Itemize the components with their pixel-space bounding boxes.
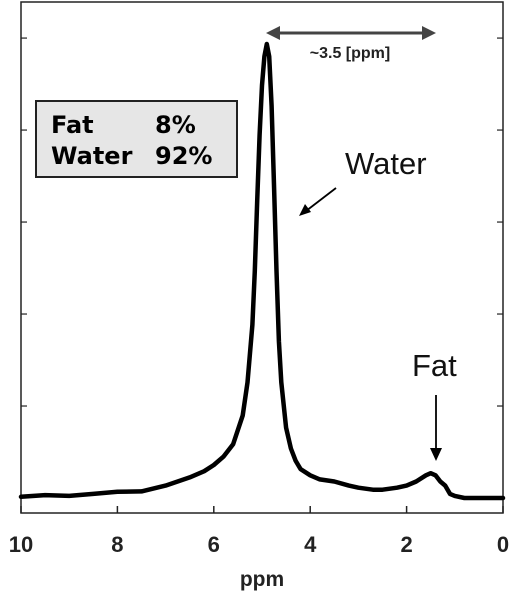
legend-fat-name: Fat bbox=[51, 111, 94, 139]
x-tick-label-8: 8 bbox=[111, 532, 123, 557]
x-tick-label-0: 0 bbox=[497, 532, 509, 557]
x-tick-label-2: 2 bbox=[400, 532, 412, 557]
spectrum-line bbox=[18, 41, 506, 501]
x-tick-label-6: 6 bbox=[208, 532, 220, 557]
legend-water-name: Water bbox=[51, 142, 133, 170]
water-annotation: Water bbox=[345, 146, 427, 181]
span-label: ~3.5 [ppm] bbox=[310, 45, 390, 62]
x-axis-tick-labels: 10 8 6 4 2 0 bbox=[9, 532, 509, 557]
fraction-legend-box: Fat 8% Water 92% bbox=[35, 100, 238, 178]
x-tick-label-10: 10 bbox=[9, 532, 33, 557]
legend-fat-value: 8% bbox=[155, 111, 196, 139]
y-axis-ticks bbox=[21, 37, 503, 407]
x-axis-title: ppm bbox=[240, 568, 284, 591]
span-arrow bbox=[266, 26, 436, 40]
legend-water-value: 92% bbox=[155, 142, 212, 170]
water-arrow bbox=[299, 187, 337, 216]
x-axis-ticks bbox=[20, 506, 504, 513]
fat-annotation: Fat bbox=[412, 348, 457, 383]
fat-arrow bbox=[430, 395, 442, 461]
x-tick-label-4: 4 bbox=[304, 532, 317, 557]
plot-frame bbox=[20, 1, 504, 514]
